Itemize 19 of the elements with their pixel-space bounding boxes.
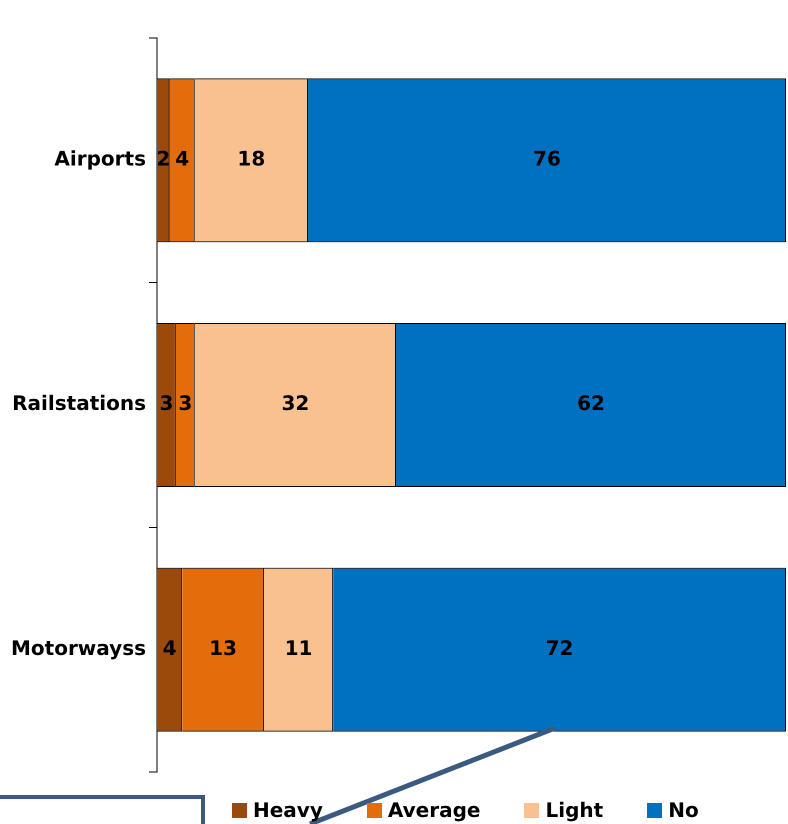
y-tick-label: Motorwayss [10, 636, 146, 660]
legend-label: Heavy [253, 798, 323, 822]
data-label: 72 [546, 636, 574, 660]
data-label: 32 [281, 391, 310, 416]
data-label: 13 [209, 636, 237, 660]
data-label: 11 [284, 636, 312, 660]
data-label: 3 [178, 391, 192, 416]
data-label: 62 [577, 391, 605, 416]
legend-label: Average [388, 798, 480, 822]
data-label: 18 [237, 146, 266, 171]
y-tick-label: Airports [54, 146, 146, 171]
data-label: 76 [533, 146, 561, 171]
data-label: 3 [159, 391, 174, 416]
legend-label: Light [545, 798, 604, 822]
data-label: 4 [175, 146, 190, 171]
data-label: 2 [156, 146, 170, 171]
legend-label: No [668, 798, 699, 822]
data-label: 4 [162, 636, 177, 660]
y-tick-label: Railstations [12, 391, 146, 416]
